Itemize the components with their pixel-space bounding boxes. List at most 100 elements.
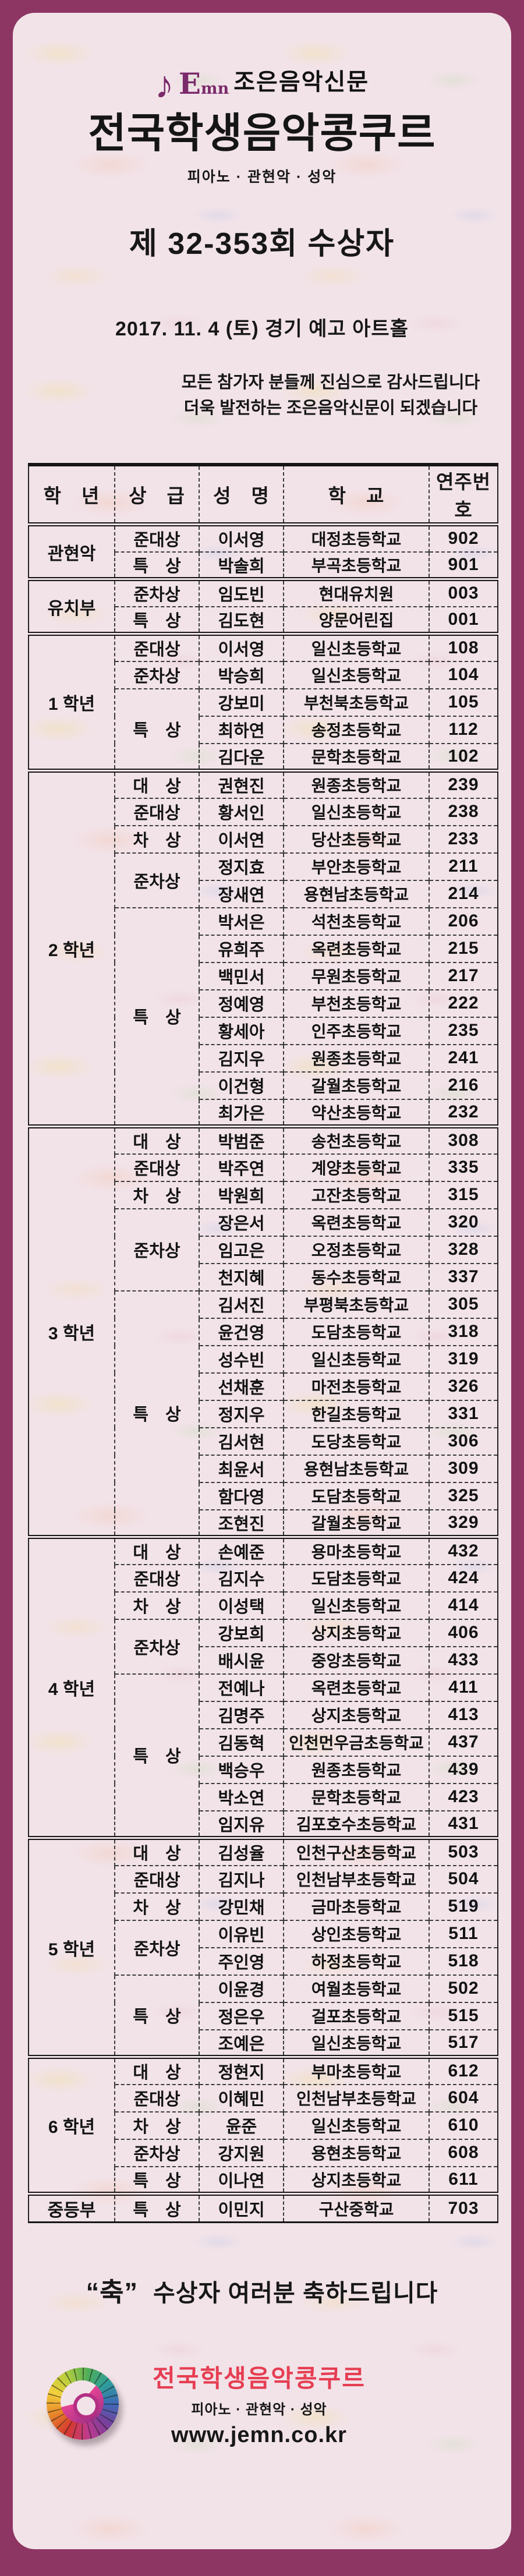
grade-cell: 2 학년 <box>29 769 115 1127</box>
school-cell: 부안초등학교 <box>283 852 429 880</box>
prize-cell: 차 상 <box>114 1180 199 1209</box>
name-cell: 김명주 <box>199 1700 284 1729</box>
school-cell: 용마초등학교 <box>283 1535 429 1565</box>
name-cell: 선채훈 <box>199 1372 284 1400</box>
table-row: 준차상 강보희 상지초등학교 406 <box>29 1618 498 1674</box>
school-cell: 송정초등학교 <box>283 715 429 744</box>
school-cell: 옥련초등학교 <box>283 1208 429 1236</box>
performance-number-cell: 337 <box>429 1262 498 1291</box>
footer-website: www.jemn.co.kr <box>171 2423 347 2447</box>
performance-number-cell: 423 <box>429 1782 498 1811</box>
school-cell: 인주초등학교 <box>283 1016 429 1045</box>
table-row: 김다운 문학초등학교 102 <box>29 742 498 771</box>
name-cell: 박주연 <box>199 1153 284 1181</box>
performance-number-cell: 604 <box>429 2083 498 2112</box>
school-cell: 양문어린집 <box>283 606 429 634</box>
table-row: 특 상 박서은 석천초등학교 206 <box>29 907 498 1127</box>
performance-number-cell: 102 <box>429 742 498 771</box>
table-row: 김동혁 인천먼우금초등학교 437 <box>29 1728 498 1756</box>
school-cell: 용현초등학교 <box>283 2138 429 2167</box>
prize-cell: 특 상 <box>114 551 199 579</box>
table-row: 주인영 하정초등학교 518 <box>29 1947 498 1975</box>
name-cell: 조예은 <box>199 2029 284 2057</box>
table-row: 임고은 오정초등학교 328 <box>29 1235 498 1264</box>
prize-cell: 특 상 <box>114 1974 199 2057</box>
table-row: 특 상 김서진 부평북초등학교 305 <box>29 1290 498 1537</box>
name-cell: 정현지 <box>199 2055 284 2085</box>
grade-cell: 6 학년 <box>29 2055 115 2194</box>
school-cell: 일신초등학교 <box>283 1591 429 1619</box>
school-cell: 무원초등학교 <box>283 961 429 990</box>
name-cell: 함다영 <box>199 1481 284 1510</box>
performance-number-cell: 518 <box>429 1947 498 1975</box>
prize-cell: 특 상 <box>114 606 199 634</box>
performance-number-cell: 235 <box>429 1016 498 1045</box>
performance-number-cell: 331 <box>429 1399 498 1428</box>
table-row: 3 학년 대 상 박범준 송천초등학교 308 <box>29 1124 498 1537</box>
school-cell: 일신초등학교 <box>283 632 429 661</box>
school-cell: 송천초등학교 <box>283 1124 429 1154</box>
brand-name: 조은음악신문 <box>233 69 370 95</box>
school-cell: 원종초등학교 <box>283 769 429 798</box>
prize-cell: 준대상 <box>114 1864 199 1893</box>
performance-number-cell: 001 <box>429 606 498 634</box>
school-cell: 석천초등학교 <box>283 907 429 935</box>
performance-number-cell: 217 <box>429 961 498 990</box>
name-cell: 박범준 <box>199 1124 284 1154</box>
grade-cell: 3 학년 <box>29 1124 115 1537</box>
table-row: 특 상 이나연 상지초등학교 611 <box>29 2165 498 2194</box>
school-cell: 인천남부초등학교 <box>283 2083 429 2112</box>
name-cell: 박서은 <box>199 907 284 935</box>
name-cell: 정예영 <box>199 989 284 1017</box>
table-row: 배시윤 중앙초등학교 433 <box>29 1646 498 1674</box>
performance-number-cell: 612 <box>429 2055 498 2085</box>
name-cell: 임고은 <box>199 1235 284 1264</box>
table-row: 특 상 강보미 부천북초등학교 105 <box>29 688 498 771</box>
prize-cell: 차 상 <box>114 2111 199 2139</box>
table-row: 특 상 박솔희 부곡초등학교 901 <box>29 551 498 579</box>
school-cell: 중앙초등학교 <box>283 1646 429 1674</box>
footer: 전국학생음악콩쿠르 피아노 · 관현악 · 성악 www.jemn.co.kr <box>47 2359 511 2448</box>
school-cell: 당산초등학교 <box>283 825 429 853</box>
table-row: 6 학년 대 상 정현지 부마초등학교 612 <box>29 2055 498 2194</box>
name-cell: 김도현 <box>199 606 284 634</box>
school-cell: 일신초등학교 <box>283 2029 429 2057</box>
name-cell: 이서연 <box>199 825 284 853</box>
performance-number-cell: 306 <box>429 1427 498 1455</box>
name-cell: 이나연 <box>199 2165 284 2194</box>
school-cell: 상지초등학교 <box>283 2165 429 2194</box>
name-cell: 이혜민 <box>199 2083 284 2112</box>
performance-number-cell: 233 <box>429 825 498 853</box>
name-cell: 이유빈 <box>199 1919 284 1948</box>
performance-number-cell: 431 <box>429 1810 498 1838</box>
footer-brand-title: 전국학생음악콩쿠르 <box>153 2365 366 2392</box>
performance-number-cell: 406 <box>429 1618 498 1647</box>
thanks-message: 모든 참가자 분들께 진심으로 감사드립니다 더욱 발전하는 조은음악신문이 되… <box>174 370 488 421</box>
school-cell: 약산초등학교 <box>283 1098 429 1127</box>
prize-cell: 준차상 <box>114 852 199 908</box>
table-row: 중등부 특 상 이민지 구산중학교 703 <box>29 2192 498 2223</box>
prize-cell: 특 상 <box>114 907 199 1127</box>
column-header: 연주번호 <box>429 465 498 526</box>
performance-number-cell: 105 <box>429 688 498 716</box>
table-row: 선채훈 마전초등학교 326 <box>29 1372 498 1400</box>
table-row: 함다영 도담초등학교 325 <box>29 1481 498 1510</box>
table-row: 최가은 약산초등학교 232 <box>29 1098 498 1127</box>
table-row: 준대상 박주연 계양초등학교 335 <box>29 1153 498 1181</box>
prize-cell: 대 상 <box>114 2055 199 2085</box>
name-cell: 윤건영 <box>199 1317 284 1346</box>
school-cell: 하정초등학교 <box>283 1947 429 1975</box>
name-cell: 박승희 <box>199 660 284 689</box>
table-row: 김명주 상지초등학교 413 <box>29 1700 498 1729</box>
prize-cell: 특 상 <box>114 2192 199 2223</box>
prize-cell: 준차상 <box>114 1618 199 1674</box>
table-row: 특 상 전예나 옥련초등학교 411 <box>29 1673 498 1838</box>
school-cell: 한길초등학교 <box>283 1399 429 1428</box>
performance-number-cell: 414 <box>429 1591 498 1619</box>
name-cell: 권현진 <box>199 769 284 798</box>
brand-emn-logo: Emn <box>178 66 229 101</box>
table-row: 준차상 장은서 옥련초등학교 320 <box>29 1208 498 1291</box>
prize-cell: 차 상 <box>114 1591 199 1619</box>
newspaper-brand: ♪ Emn 조은음악신문 <box>13 63 511 104</box>
